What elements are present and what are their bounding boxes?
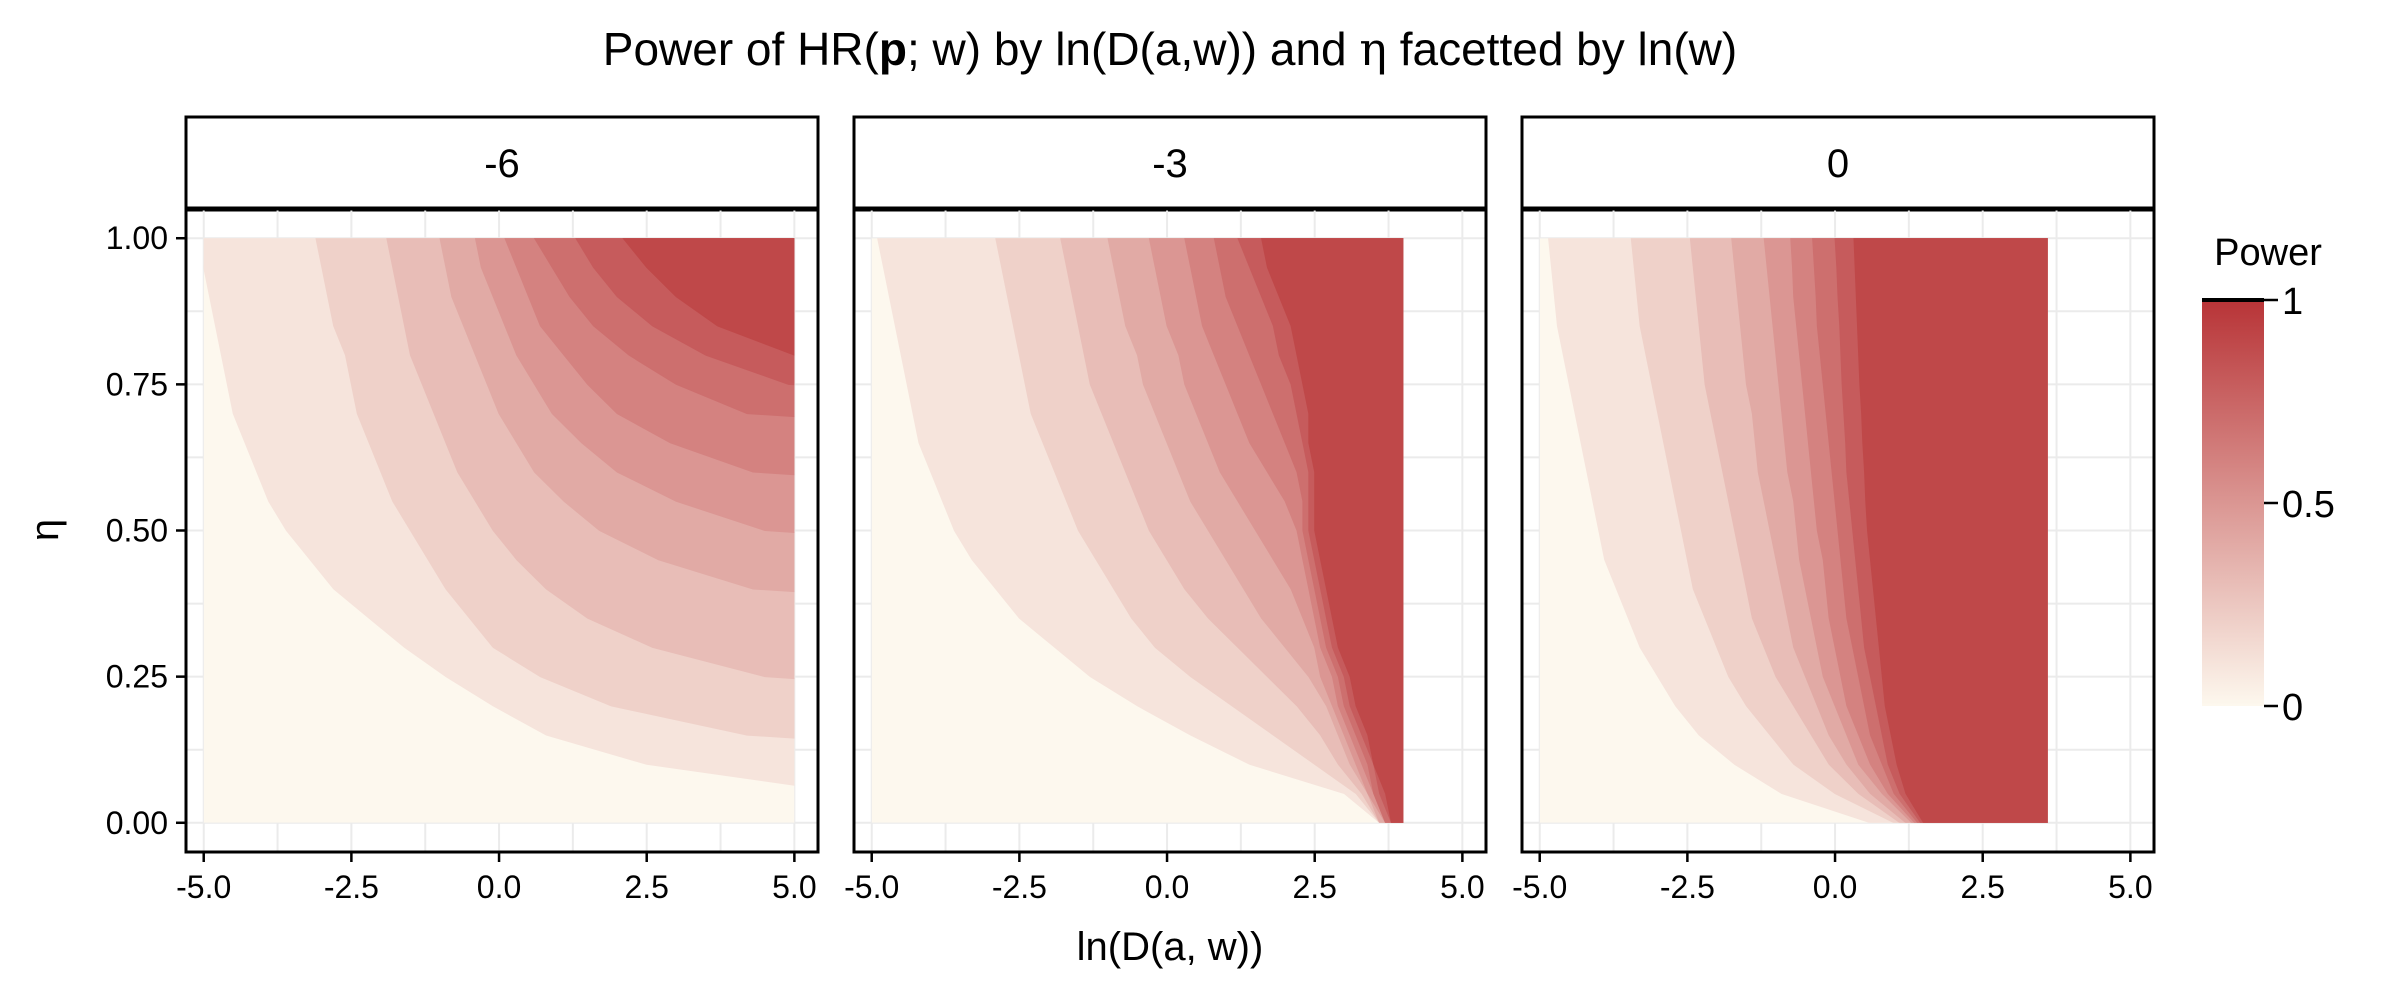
legend-tick-label: 1 <box>2282 281 2303 323</box>
facet-strip-label: 0 <box>1827 142 1849 186</box>
y-axis-title: η <box>23 519 67 541</box>
facet-strip-label: -3 <box>1152 142 1188 186</box>
panel-frame <box>1520 207 2156 854</box>
facets-layer: -6-5.0 -2.5 0.0 2.5 5.00.000.250.500.751.00-… <box>106 115 2156 905</box>
x-tick-label: 0.0 <box>1145 869 1189 905</box>
facet-panel: -3 -5.0 -2.5 0.0 2.5 5.0 <box>844 115 1488 905</box>
legend-title: Power <box>2214 232 2322 274</box>
chart-title-part-4: η <box>1359 22 1387 76</box>
chart-title-part-1: Power of HR( <box>603 23 880 75</box>
x-tick-label: 2.5 <box>1292 869 1336 905</box>
x-tick-label: -2.5 <box>324 869 379 905</box>
facet-strip <box>184 115 820 211</box>
contour-band-group <box>1539 238 2048 823</box>
contour-band <box>1261 238 1404 823</box>
y-tick-label: 0.75 <box>106 366 168 402</box>
x-tick-label: -2.5 <box>992 869 1047 905</box>
y-tick-label: 0.00 <box>106 805 168 841</box>
y-tick-label: 0.25 <box>106 659 168 695</box>
contour-band-group <box>871 238 1404 823</box>
chart-title-part-5: facetted by ln(w) <box>1387 23 1737 75</box>
x-tick-label: 2.5 <box>1960 869 2004 905</box>
x-tick-label: -5.0 <box>1512 869 1567 905</box>
facet-panel: -6 -5.0 -2.5 0.0 2.5 5.0 0.00 0.25 0.50 0.75 1.00 <box>106 115 820 905</box>
x-tick-label: 5.0 <box>772 869 816 905</box>
legend-tick-label: 0.5 <box>2282 484 2335 526</box>
y-tick-label: 1.00 <box>106 220 168 256</box>
x-tick-label: 0.0 <box>477 869 521 905</box>
legend-colorbar <box>2202 300 2264 706</box>
facet-panel: 0 -5.0 -2.5 0.0 2.5 5.0 <box>1512 115 2156 905</box>
x-tick-label: -5.0 <box>176 869 231 905</box>
legend: Power 0 0.5 1 <box>2202 232 2335 729</box>
x-axis-title: ln(D(a, w)) <box>1077 925 1264 969</box>
x-tick-label: -2.5 <box>1660 869 1715 905</box>
facet-strip <box>1520 115 2156 211</box>
panel-frame <box>852 207 1488 854</box>
x-tick-label: 2.5 <box>624 869 668 905</box>
chart-title-part-3: ; w) by ln(D(a,w)) and <box>907 23 1359 75</box>
facet-strip-label: -6 <box>484 142 520 186</box>
x-tick-label: -5.0 <box>844 869 899 905</box>
contour-band <box>622 238 795 356</box>
contour-band <box>1853 238 2048 823</box>
contour-band-group <box>203 238 795 823</box>
chart-title-part-2: p <box>879 23 907 75</box>
x-tick-label: 5.0 <box>2108 869 2152 905</box>
x-tick-label: 5.0 <box>1440 869 1484 905</box>
x-tick-label: 0.0 <box>1813 869 1857 905</box>
chart-title: Power of HR(p; w) by ln(D(a,w)) and η fa… <box>603 22 1737 76</box>
legend-tick-label: 0 <box>2282 687 2303 729</box>
y-tick-label: 0.50 <box>106 513 168 549</box>
